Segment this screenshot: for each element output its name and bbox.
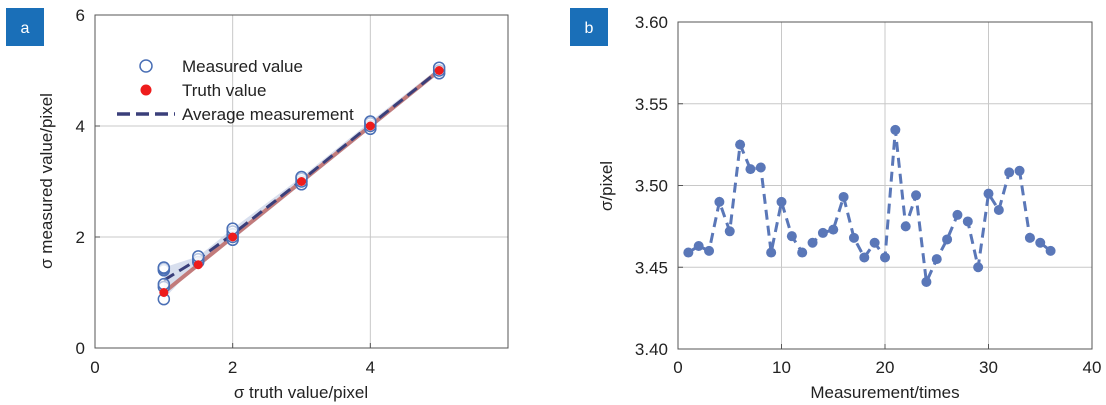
legend-measured-label: Measured value <box>182 57 303 76</box>
panel-a-x-tick-label: 0 <box>90 358 99 377</box>
panel-b-x-tick-label: 40 <box>1083 358 1102 377</box>
panel-b-data-point <box>704 245 715 256</box>
panel-a-label: a <box>21 20 30 37</box>
truth-point <box>434 66 444 75</box>
panel-b-data-point <box>1045 245 1056 256</box>
panel-b-y-tick-label: 3.45 <box>635 258 668 277</box>
panel-a-y-tick-label: 4 <box>76 117 85 136</box>
panel-a-y-tick-label: 2 <box>76 228 85 247</box>
panel-b-data-point <box>993 205 1004 216</box>
truth-point <box>228 232 238 242</box>
truth-point <box>297 177 306 186</box>
panel-b-data-point <box>962 216 973 227</box>
panel-b-label-box <box>570 8 608 46</box>
panel-b-data-point <box>890 124 901 135</box>
panel-a-y-ticks: 0 2 4 6 <box>76 6 100 358</box>
legend-truth-label: Truth value <box>182 81 266 100</box>
panel-b-data-point <box>859 252 870 263</box>
panel-b-data-point <box>776 196 787 207</box>
panel-b-data-point <box>714 196 725 207</box>
panel-a-points <box>157 61 446 306</box>
panel-b-data-point <box>900 221 911 232</box>
panel-b-data-point <box>931 254 942 265</box>
legend-measured-marker <box>139 59 153 73</box>
panel-b-data-point <box>828 224 839 235</box>
panel-b: b 0 10 20 30 40 3.40 3.45 3.50 3.55 3.60 Measure… <box>570 8 1101 402</box>
panel-b-x-axis-title: Measurement/times <box>810 383 959 402</box>
panel-a-y-tick-label: 6 <box>76 6 85 25</box>
panel-b-x-tick-label: 20 <box>876 358 895 377</box>
panel-a: a 0 2 4 0 2 4 6 σ truth value/pixel σ measure… <box>6 6 509 402</box>
truth-point <box>193 260 203 270</box>
truth-point <box>365 121 375 131</box>
panel-b-data-point <box>745 164 756 175</box>
panel-b-data-point <box>838 191 849 202</box>
panel-b-data-point <box>786 231 797 242</box>
panel-a-label-box <box>6 8 44 46</box>
panel-b-series <box>683 124 1056 288</box>
panel-b-data-point <box>735 139 746 150</box>
panel-b-y-tick-label: 3.60 <box>635 13 668 32</box>
panel-a-y-tick-label: 0 <box>76 339 85 358</box>
panel-a-average-line <box>163 69 441 282</box>
panel-b-y-tick-label: 3.40 <box>635 340 668 359</box>
panel-b-grid <box>677 21 1093 350</box>
panel-b-data-point <box>755 162 766 173</box>
panel-a-x-tick-label: 4 <box>366 358 375 377</box>
panel-b-data-point <box>880 252 890 263</box>
panel-b-x-tick-label: 30 <box>979 358 998 377</box>
panel-b-data-point <box>724 226 735 237</box>
panel-a-frame <box>94 14 509 349</box>
panel-b-data-point <box>693 240 704 251</box>
panel-b-data-point <box>973 262 984 273</box>
panel-b-data-point <box>869 237 880 248</box>
truth-point <box>159 288 169 297</box>
panel-b-data-point <box>942 234 953 245</box>
panel-b-data-point <box>797 247 808 258</box>
panel-b-x-ticks: 0 10 20 30 40 <box>673 344 1101 377</box>
panel-b-data-point <box>921 276 932 287</box>
panel-b-y-axis-title: σ/pixel <box>597 161 616 211</box>
panel-b-data-point <box>848 232 859 243</box>
panel-b-y-ticks: 3.40 3.45 3.50 3.55 3.60 <box>635 13 683 359</box>
panel-b-x-tick-label: 0 <box>673 358 682 377</box>
legend-average-label: Average measurement <box>182 105 354 124</box>
panel-a-legend: Measured value Truth value Average measu… <box>117 57 354 124</box>
panel-b-y-tick-label: 3.55 <box>635 95 668 114</box>
panel-b-data-point <box>817 227 828 238</box>
panel-a-x-tick-label: 2 <box>228 358 237 377</box>
panel-a-x-axis-title: σ truth value/pixel <box>234 383 368 402</box>
measured-point <box>157 261 171 274</box>
panel-b-data-point <box>911 190 922 201</box>
panel-b-data-point <box>1035 237 1046 248</box>
panel-b-label: b <box>585 20 594 37</box>
panel-a-y-axis-title: σ measured value/pixel <box>37 93 56 269</box>
panel-a-x-ticks: 0 2 4 <box>90 343 375 377</box>
panel-b-data-point <box>952 209 963 220</box>
panel-b-data-point <box>1024 232 1035 243</box>
panel-b-data-point <box>807 237 818 248</box>
panel-b-data-point <box>766 247 777 258</box>
legend-truth-marker <box>140 84 152 96</box>
panel-b-data-point <box>1014 165 1025 176</box>
panel-b-data-point <box>1004 167 1015 178</box>
panel-b-x-tick-label: 10 <box>772 358 791 377</box>
panel-b-y-tick-label: 3.50 <box>635 177 668 196</box>
panel-b-data-point <box>983 188 994 199</box>
panel-a-lines <box>162 68 441 295</box>
panel-b-data-point <box>683 247 694 258</box>
